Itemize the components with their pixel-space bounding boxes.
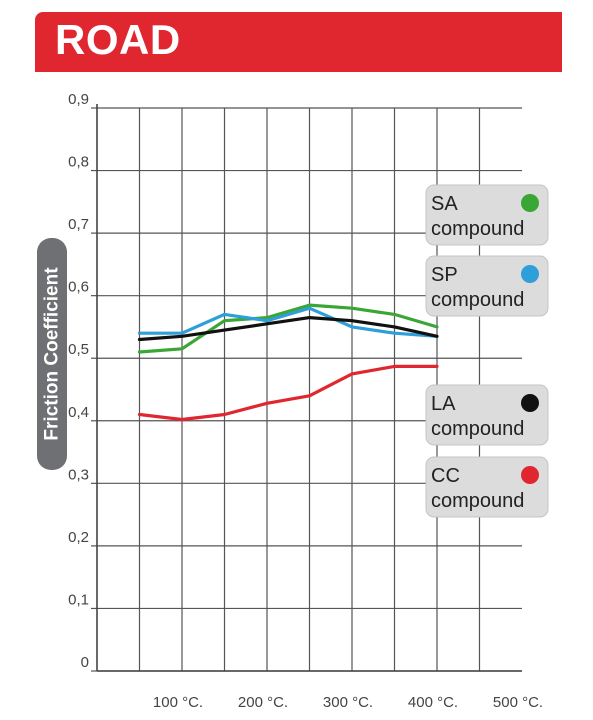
legend-label-line2: compound [431, 418, 524, 440]
legend-label-line1: SP [431, 264, 458, 286]
y-tick-label: 0,7 [68, 216, 89, 233]
series-line-sa [137, 303, 439, 354]
y-tick-label: 0,8 [68, 154, 89, 171]
y-tick-label: 0,6 [68, 279, 89, 296]
y-tick-label: 0,3 [68, 466, 89, 483]
legend-color-dot [521, 194, 539, 212]
legend-box-background [425, 456, 549, 518]
legend-color-dot [521, 466, 539, 484]
x-tick-label: 200 °C. [238, 694, 288, 711]
legend-box-background [425, 384, 549, 446]
y-tick-label: 0,2 [68, 529, 89, 546]
legend-item-la: LA compound [425, 384, 549, 446]
legend-box-background [425, 184, 549, 246]
x-tick-label: 300 °C. [323, 694, 373, 711]
y-tick-label: 0,9 [68, 91, 89, 108]
y-axis-label: Friction Coefficient [42, 267, 63, 441]
legend-item-cc: CC compound [425, 456, 549, 518]
y-tick-label: 0 [81, 654, 89, 671]
x-tick-label: 100 °C. [153, 694, 203, 711]
legend-label-line2: compound [431, 490, 524, 512]
y-axis-label-background [37, 238, 67, 470]
legend-item-sa: SA compound [425, 184, 549, 246]
y-tick-label: 0,1 [68, 591, 89, 608]
legend-label-line1: CC [431, 465, 460, 487]
legend-box-background [425, 255, 549, 317]
legend-label-line2: compound [431, 218, 524, 240]
x-tick-label: 500 °C. [493, 694, 543, 711]
legend-label-line1: LA [431, 393, 456, 415]
y-tick-label: 0,4 [68, 404, 89, 421]
series-line-cc [137, 364, 439, 422]
title-banner: ROAD [35, 12, 562, 72]
legend-label-line2: compound [431, 289, 524, 311]
legend-label-line1: SA [431, 193, 458, 215]
legend-color-dot [521, 394, 539, 412]
legend-color-dot [521, 265, 539, 283]
y-tick-label: 0,5 [68, 341, 89, 358]
series-line-la [137, 316, 439, 342]
x-tick-label: 400 °C. [408, 694, 458, 711]
legend-item-sp: SP compound [425, 255, 549, 317]
page-title: ROAD [55, 16, 181, 63]
series-line-sp [137, 306, 439, 338]
